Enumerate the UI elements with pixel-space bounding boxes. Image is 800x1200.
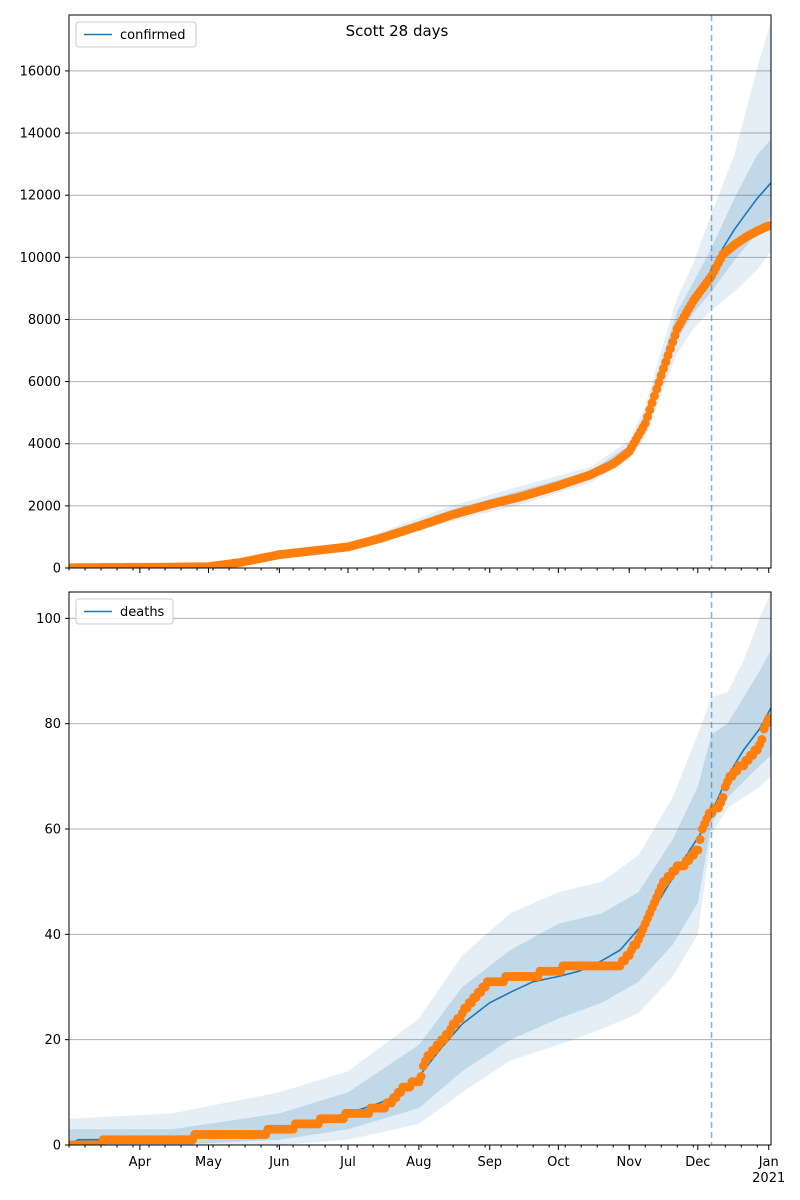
uncertainty-band-outer <box>69 592 771 1145</box>
y-tick-label: 16000 <box>20 64 61 79</box>
y-tick-label: 60 <box>44 823 61 838</box>
chart-title: Scott 28 days <box>346 22 449 40</box>
observed-point <box>652 384 662 394</box>
y-tick-label: 0 <box>53 1139 61 1154</box>
observed-point <box>695 835 705 844</box>
x-tick-sublabel: 2021 <box>752 1171 785 1186</box>
y-tick-label: 6000 <box>28 375 61 390</box>
y-tick-label: 4000 <box>28 437 61 452</box>
observed-point <box>643 412 652 422</box>
legend-box <box>75 598 174 625</box>
observed-point <box>640 419 650 428</box>
panel-top: 0 2000 4000 6000 8000 10000 12000 14000 16000 con… <box>20 14 772 577</box>
x-tick-label: Apr <box>129 1155 152 1170</box>
observed-point <box>649 391 659 401</box>
observed-point <box>645 405 655 415</box>
x-tick-label: Jul <box>339 1155 356 1170</box>
plot-area <box>69 21 771 568</box>
y-tick-label: 0 <box>53 562 61 577</box>
observed-point <box>757 735 767 744</box>
uncertainty-band-inner <box>69 649 771 1145</box>
legend: confirmed <box>75 21 197 48</box>
axes-frame <box>68 591 772 1146</box>
x-tick-label: Dec <box>685 1155 710 1170</box>
legend-box <box>75 21 197 48</box>
plot-area <box>69 592 771 1145</box>
axes-frame <box>68 14 772 569</box>
y-tick-label: 100 <box>36 612 61 627</box>
observed-point <box>693 845 703 855</box>
y-tick-label: 80 <box>44 717 61 732</box>
observed-point <box>764 713 771 723</box>
legend: deaths <box>75 598 174 625</box>
panel-bottom: 0 20 40 60 80 100 Apr May Jun Jul Aug Sep Oct Nov Dec J… <box>36 591 785 1186</box>
y-tick-label: 12000 <box>20 189 61 204</box>
observed-point <box>416 1072 426 1081</box>
x-tick-label: Sep <box>477 1155 502 1170</box>
observed-point <box>718 792 728 802</box>
legend-label: deaths <box>120 605 165 620</box>
legend-label: confirmed <box>120 28 186 43</box>
y-tick-label: 14000 <box>20 127 61 142</box>
x-tick-label: Nov <box>617 1155 643 1170</box>
y-tick-label: 20 <box>44 1033 61 1048</box>
x-tick-label: Oct <box>547 1155 569 1170</box>
x-tick-label: May <box>195 1155 222 1170</box>
x-tick-label: Aug <box>406 1155 431 1170</box>
observed-point <box>654 377 664 387</box>
uncertainty-band-outer <box>69 21 771 568</box>
observed-point <box>647 398 657 408</box>
observed-point <box>764 221 771 231</box>
y-tick-label: 40 <box>44 928 61 943</box>
y-tick-label: 8000 <box>28 313 61 328</box>
y-tick-label: 10000 <box>20 251 61 266</box>
x-tick-label: Jan <box>758 1155 779 1170</box>
y-tick-label: 2000 <box>28 499 61 514</box>
x-tick-label: Jun <box>268 1155 289 1170</box>
